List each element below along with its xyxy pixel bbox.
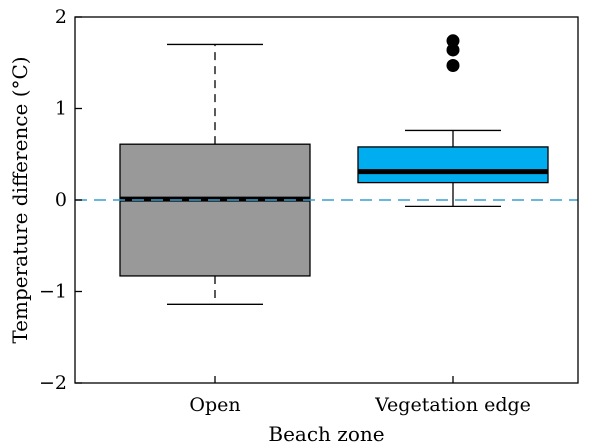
- y-tick-label: 1: [55, 98, 67, 120]
- x-axis-title: Beach zone: [268, 422, 384, 446]
- y-tick-label: 0: [55, 189, 67, 211]
- x-axis: Open Vegetation edge: [189, 376, 531, 416]
- outlier-point: [446, 34, 460, 48]
- box-iqr: [357, 146, 549, 184]
- plot-content: [75, 34, 578, 305]
- outlier-point: [446, 58, 460, 72]
- y-tick-label: −1: [39, 281, 67, 303]
- x-tick-label: Open: [189, 394, 240, 416]
- y-tick-label: −2: [39, 372, 67, 394]
- box-iqr: [119, 143, 311, 277]
- outlier-point: [446, 43, 460, 57]
- box-group-0: [119, 43, 311, 305]
- x-tick-label: Vegetation edge: [374, 394, 531, 416]
- y-tick-label: 2: [55, 6, 67, 28]
- y-axis-title: Temperature difference (°C): [8, 56, 32, 343]
- y-axis: −2 −1 0 1 2: [39, 6, 82, 394]
- box-group-1: [357, 34, 549, 208]
